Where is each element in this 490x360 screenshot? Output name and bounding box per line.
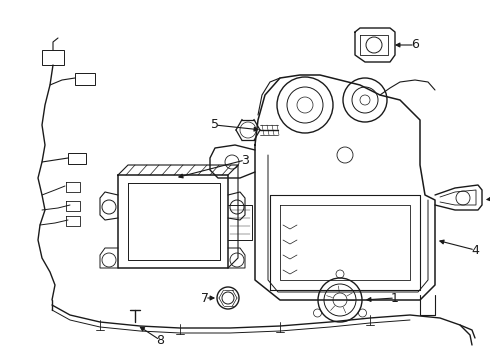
Bar — [75, 73, 95, 85]
Text: 3: 3 — [241, 153, 249, 166]
Bar — [68, 153, 86, 164]
Text: 4: 4 — [471, 243, 479, 256]
Text: 5: 5 — [211, 118, 219, 131]
Text: 1: 1 — [391, 292, 399, 305]
Text: 6: 6 — [411, 39, 419, 51]
Text: 7: 7 — [201, 292, 209, 305]
Bar — [42, 50, 64, 65]
Text: 8: 8 — [156, 333, 164, 346]
